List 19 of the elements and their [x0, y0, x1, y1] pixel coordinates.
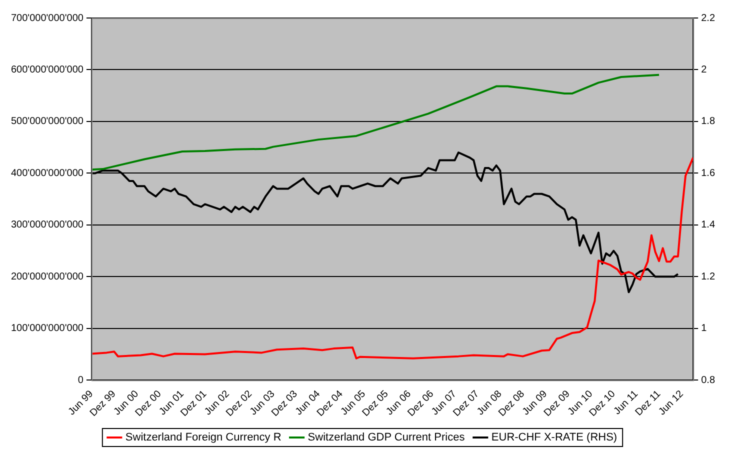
- y-tick-label: 700'000'000'000: [10, 12, 84, 24]
- y2-tick-label: 1.8: [701, 116, 716, 128]
- y-tick-label: 600'000'000'000: [10, 64, 84, 76]
- y2-tick-label: 0.8: [701, 374, 716, 386]
- legend-label: Switzerland GDP Current Prices: [308, 432, 466, 444]
- y-tick-label: 200'000'000'000: [10, 271, 84, 282]
- y-tick-label: 400'000'000'000: [10, 168, 84, 179]
- legend-label: EUR-CHF X-RATE (RHS): [491, 432, 618, 444]
- y2-tick-label: 1.6: [701, 168, 716, 179]
- y2-tick-label: 1.2: [701, 271, 716, 282]
- y2-tick-label: 1.4: [701, 220, 716, 231]
- y2-tick-label: 1: [701, 323, 708, 334]
- y-tick-label: 300'000'000'000: [10, 220, 84, 231]
- y-tick-label: 0: [78, 374, 84, 386]
- y-tick-label: 100'000'000'000: [10, 323, 84, 334]
- y2-tick-label: 2: [701, 64, 708, 76]
- legend-label: Switzerland Foreign Currency R: [125, 432, 282, 444]
- y2-tick-label: 2.2: [701, 12, 716, 24]
- y-tick-label: 500'000'000'000: [10, 116, 84, 128]
